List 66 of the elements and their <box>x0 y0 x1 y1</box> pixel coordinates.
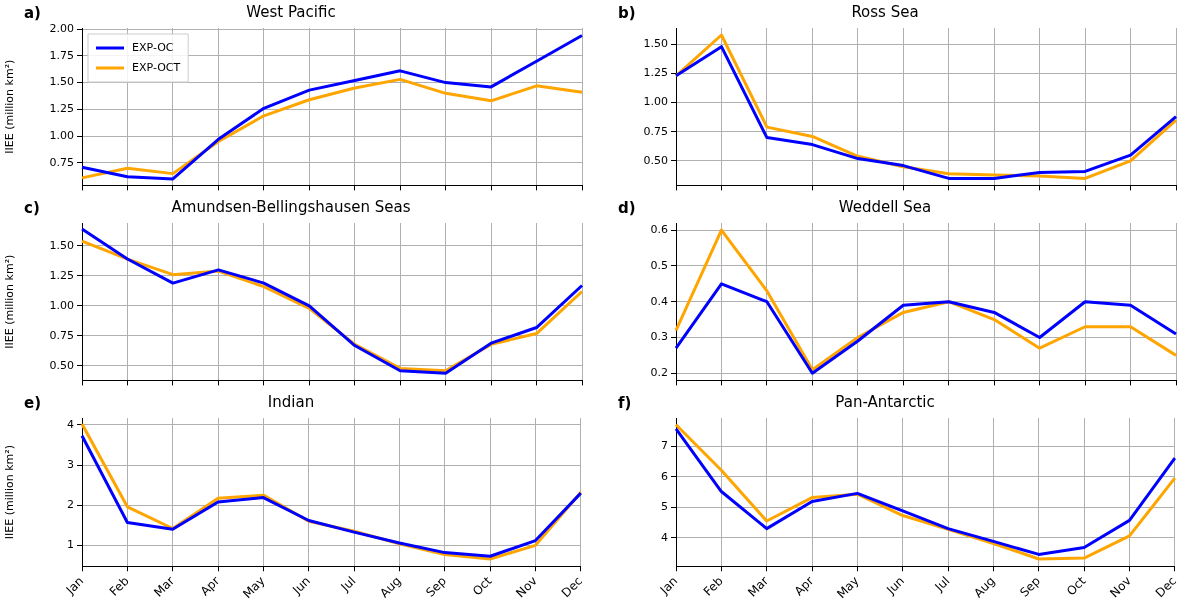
y-tick-label: 1.25 <box>643 66 668 80</box>
text: e) <box>24 394 42 413</box>
x-tick-label: Feb <box>106 573 132 599</box>
x-tick-label: Oct <box>469 573 495 599</box>
x-tick-label: Aug <box>377 573 404 601</box>
chart-title: Ross Sea <box>851 2 919 21</box>
x-tick-label: Dec <box>1152 573 1180 601</box>
y-tick-label: 3 <box>67 457 74 471</box>
y-tick-label: 0.6 <box>650 223 668 237</box>
text: a) <box>24 4 41 23</box>
x-tick-label: Jun <box>289 573 314 598</box>
y-tick-label: 5 <box>661 500 668 514</box>
chart-title: Pan-Antarctic <box>835 392 935 411</box>
x-tick-label: Jun <box>883 573 908 598</box>
y-tick-label: 1.25 <box>49 102 74 116</box>
y-tick-label: 0.2 <box>650 366 668 380</box>
y-tick-label: 1.00 <box>49 129 74 142</box>
y-tick-label: 6 <box>661 469 668 483</box>
y-tick-label: 2.00 <box>49 21 74 35</box>
x-tick-label: Jan <box>656 573 681 598</box>
x-tick-label: Jul <box>931 573 953 595</box>
text: c) <box>24 199 40 218</box>
chart-title: West Pacific <box>246 2 336 21</box>
y-tick-label: 1.50 <box>49 238 74 252</box>
y-tick-label: 0.5 <box>650 258 668 272</box>
chart-title: Amundsen-Bellingshausen Seas <box>171 197 411 216</box>
y-tick-label: 0.75 <box>49 155 74 169</box>
y-tick-label: 0.3 <box>650 330 668 344</box>
text: d) <box>618 199 636 218</box>
x-tick-label: Apr <box>791 573 817 599</box>
x-tick-label: Aug <box>971 573 998 601</box>
y-tick-label: 1 <box>67 538 74 552</box>
y-tick-label: 0.75 <box>643 124 668 138</box>
x-tick-label: Oct <box>1063 573 1089 599</box>
x-tick-label: Jul <box>337 573 359 595</box>
y-tick-label: 0.75 <box>49 328 74 342</box>
x-tick-label: Feb <box>700 573 726 599</box>
y-tick-label: 1.50 <box>49 75 74 89</box>
x-tick-label: Sep <box>1017 573 1044 600</box>
x-tick-label: Sep <box>423 573 450 600</box>
y-tick-label: 7 <box>661 439 668 453</box>
y-tick-label: 4 <box>67 417 74 431</box>
y-tick-label: 0.50 <box>49 358 74 372</box>
y-tick-label: 1.00 <box>49 298 74 312</box>
text: f) <box>618 394 632 413</box>
y-axis-title: IIEE (million km²) <box>3 254 17 349</box>
x-tick-label: Mar <box>151 573 178 600</box>
text: b) <box>618 4 636 23</box>
x-tick-label: Jan <box>62 573 87 598</box>
legend-label: EXP-OC <box>132 40 174 54</box>
y-tick-label: 4 <box>661 530 668 544</box>
legend-label: EXP-OCT <box>132 60 181 74</box>
y-tick-label: 2 <box>67 498 74 512</box>
x-tick-label: Dec <box>558 573 586 601</box>
x-tick-label: Apr <box>197 573 223 599</box>
y-tick-label: 1.75 <box>49 48 74 62</box>
chart-title: Indian <box>267 392 315 411</box>
x-tick-label: Mar <box>745 573 772 600</box>
y-tick-label: 1.25 <box>49 268 74 282</box>
chart-title: Weddell Sea <box>838 197 932 216</box>
y-tick-label: 1.50 <box>643 37 668 51</box>
y-axis-title: IIEE (million km²) <box>3 59 17 154</box>
y-tick-label: 1.00 <box>643 95 668 109</box>
y-tick-label: 0.4 <box>650 294 668 308</box>
y-axis-title: IIEE (million km²) <box>3 445 17 540</box>
y-tick-label: 0.50 <box>643 153 668 167</box>
